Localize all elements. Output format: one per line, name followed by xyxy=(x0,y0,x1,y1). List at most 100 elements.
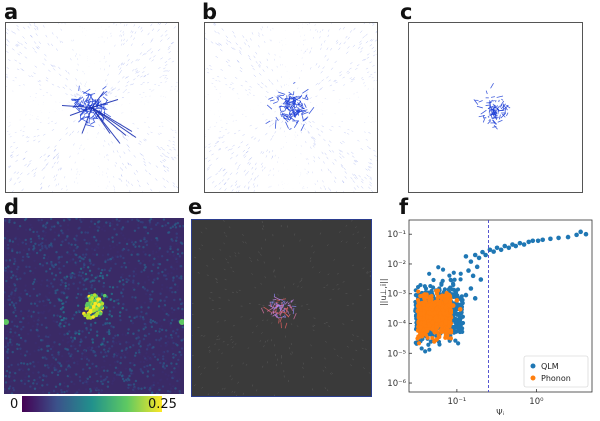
data-point xyxy=(432,310,437,316)
data-point xyxy=(437,301,442,307)
data-point xyxy=(458,277,463,282)
data-point xyxy=(454,298,460,303)
displacement-field-c xyxy=(473,82,511,130)
dark-mode-panel-e xyxy=(191,219,372,397)
data-point xyxy=(439,321,444,326)
y-axis-label: ||u⊥,i|| xyxy=(379,278,388,306)
data-point xyxy=(434,328,439,333)
data-point xyxy=(457,314,462,319)
data-point xyxy=(440,267,446,272)
y-tick-label: 10⁻³ xyxy=(387,290,406,300)
y-tick-label: 10⁻⁶ xyxy=(387,379,406,389)
data-point xyxy=(421,302,426,307)
data-point xyxy=(451,270,456,275)
data-point xyxy=(494,245,500,251)
data-point xyxy=(474,264,480,270)
data-point xyxy=(434,318,440,323)
data-point xyxy=(449,278,454,283)
data-point xyxy=(565,234,571,240)
data-point xyxy=(431,277,436,283)
data-point xyxy=(460,314,465,319)
data-point xyxy=(416,289,421,294)
data-point xyxy=(425,303,430,308)
data-point xyxy=(460,329,465,334)
data-point xyxy=(434,337,440,342)
colorbar xyxy=(22,396,162,412)
data-point xyxy=(422,320,427,326)
data-point xyxy=(506,245,512,251)
data-point xyxy=(435,295,440,300)
data-point xyxy=(478,277,484,282)
data-point xyxy=(443,305,448,310)
panel-label-b: b xyxy=(202,0,218,24)
data-point xyxy=(452,277,457,282)
data-point xyxy=(422,331,427,336)
data-point xyxy=(454,318,460,323)
data-point xyxy=(450,281,456,286)
data-point xyxy=(422,292,427,297)
y-tick-label: 10⁻² xyxy=(387,260,406,270)
x-tick-label: 10⁻¹ xyxy=(448,397,467,407)
data-point xyxy=(428,294,433,299)
data-point xyxy=(425,335,430,340)
data-point xyxy=(460,301,465,306)
data-point xyxy=(435,298,440,303)
data-point xyxy=(425,328,430,334)
data-point xyxy=(447,293,452,299)
participation-heatmap xyxy=(4,218,184,394)
data-point xyxy=(448,328,454,333)
data-point xyxy=(470,273,476,279)
panel-label-e: e xyxy=(188,195,203,219)
panel-label-d: d xyxy=(4,195,20,219)
data-point xyxy=(521,242,527,247)
series-phonon xyxy=(415,288,463,346)
data-point xyxy=(418,311,423,316)
data-point xyxy=(440,316,445,321)
data-point xyxy=(414,293,420,298)
data-point xyxy=(468,259,474,264)
data-point xyxy=(491,249,496,254)
data-point xyxy=(422,296,427,301)
y-tick-label: 10⁻⁴ xyxy=(387,320,406,330)
data-point xyxy=(430,335,435,341)
data-point xyxy=(466,268,471,273)
data-point xyxy=(472,296,478,301)
displacement-field-panel-a xyxy=(5,22,179,193)
legend-marker xyxy=(530,375,536,381)
data-point xyxy=(434,325,439,330)
data-point xyxy=(517,240,523,246)
data-point xyxy=(419,346,424,351)
data-point xyxy=(448,308,453,313)
data-point xyxy=(583,231,589,237)
data-point xyxy=(444,290,449,296)
data-point xyxy=(436,333,441,338)
scatter-chart: 10⁻⁶ 10⁻⁵ 10⁻⁴ 10⁻³ 10⁻² 10⁻¹ 10⁻¹ 10⁰ Ψᵢ ||u⊥,i|… xyxy=(379,219,593,417)
data-point xyxy=(463,254,469,259)
data-point xyxy=(458,271,463,276)
data-point xyxy=(418,325,423,330)
data-point xyxy=(443,299,448,304)
data-point xyxy=(417,316,422,321)
data-point xyxy=(498,247,504,253)
data-point xyxy=(450,303,456,308)
displacement-field-b xyxy=(205,23,377,192)
data-point xyxy=(416,341,422,346)
y-tick-label: 10⁻⁵ xyxy=(387,349,406,359)
y-tick-label: 10⁻¹ xyxy=(387,230,406,240)
data-point xyxy=(436,265,441,270)
data-point xyxy=(426,342,431,347)
legend-label: QLM xyxy=(541,362,559,371)
data-point xyxy=(448,316,453,321)
data-point xyxy=(443,319,448,324)
data-point xyxy=(574,232,579,238)
legend: QLM Phonon xyxy=(523,355,589,388)
panel-label-a: a xyxy=(4,0,19,24)
data-point xyxy=(451,325,456,330)
data-point xyxy=(428,315,433,320)
data-point xyxy=(428,339,433,344)
data-point xyxy=(425,314,430,320)
x-axis-label: Ψᵢ xyxy=(496,408,504,417)
scatter-panel-f: 10⁻⁶ 10⁻⁵ 10⁻⁴ 10⁻³ 10⁻² 10⁻¹ 10⁻¹ 10⁰ Ψᵢ ||u⊥,i|… xyxy=(378,212,600,418)
data-point xyxy=(526,239,532,245)
mode-cluster-e xyxy=(192,220,371,396)
